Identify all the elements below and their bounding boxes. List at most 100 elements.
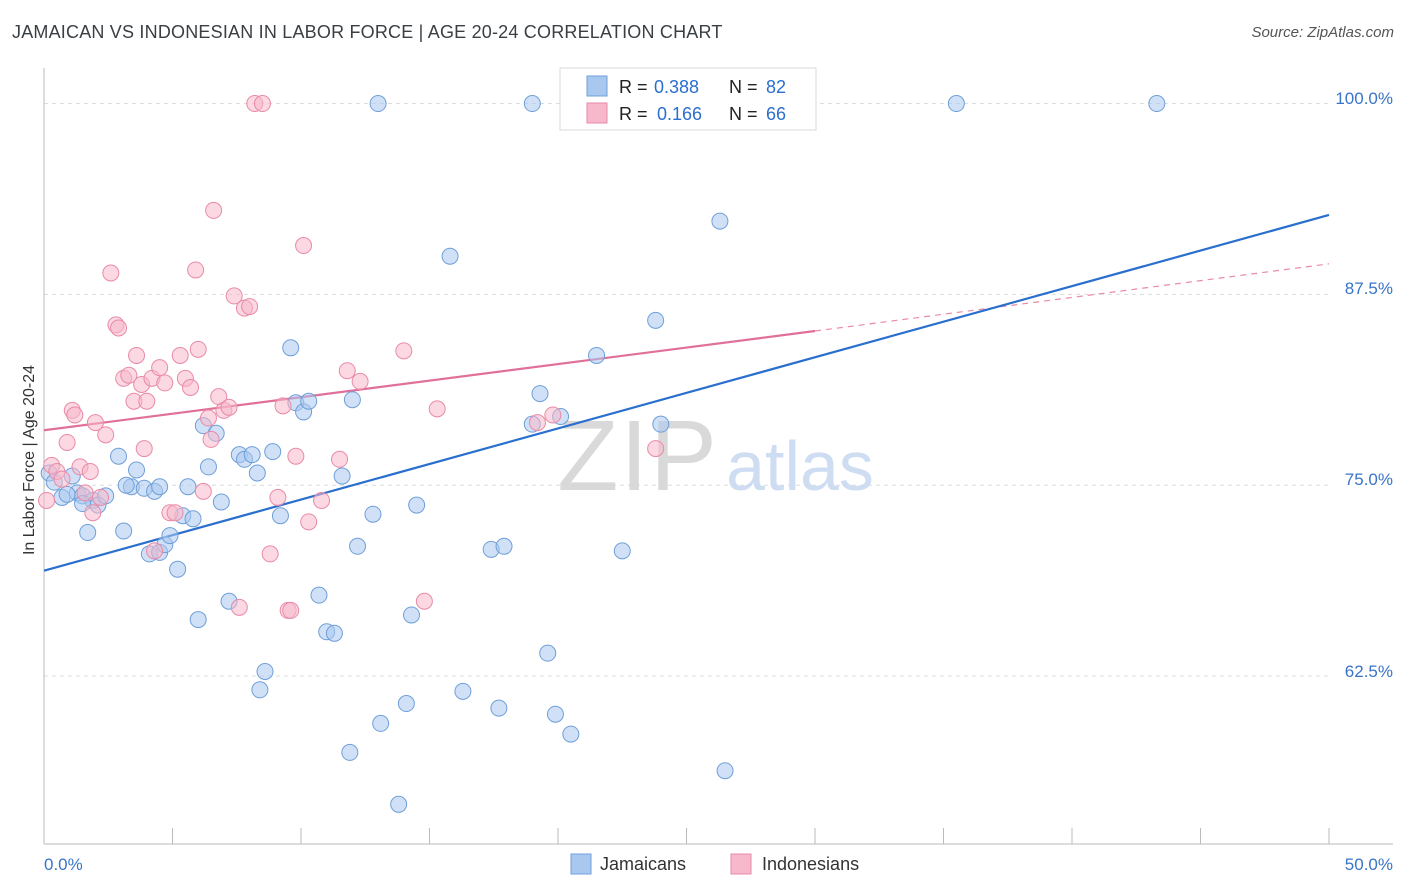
x-tick-label-max: 50.0% <box>1345 855 1393 874</box>
jamaican-point <box>716 762 734 780</box>
jamaican-point <box>256 662 274 680</box>
bottom-legend-jamaicans: Jamaicans <box>600 854 686 874</box>
legend-swatch-indonesians <box>586 102 608 124</box>
indonesian-point <box>194 482 212 500</box>
jamaican-point <box>282 339 300 357</box>
jamaican-point <box>310 586 328 604</box>
jamaican-point <box>333 467 351 485</box>
indonesian-point <box>128 346 146 364</box>
x-tick-label-min: 0.0% <box>44 855 83 874</box>
jamaican-point <box>454 682 472 700</box>
indonesian-point <box>300 513 318 531</box>
indonesian-point <box>230 598 248 616</box>
jamaican-point <box>369 95 387 113</box>
jamaican-point <box>562 725 580 743</box>
indonesians-points <box>38 95 665 619</box>
jamaican-point <box>271 507 289 525</box>
jamaican-point <box>364 505 382 523</box>
jamaican-point <box>490 699 508 717</box>
jamaican-point <box>179 478 197 496</box>
series-legend: Jamaicans Indonesians <box>570 853 859 875</box>
jamaican-point <box>343 391 361 409</box>
indonesians-trend-extension <box>814 263 1330 332</box>
indonesian-point <box>261 545 279 563</box>
indonesian-point <box>395 342 413 360</box>
jamaican-point <box>264 443 282 461</box>
indonesian-point <box>138 392 156 410</box>
jamaicans-points <box>40 95 1166 813</box>
gridlines <box>44 103 1329 677</box>
indonesian-point <box>338 362 356 380</box>
source-credit: Source: ZipAtlas.com <box>1251 24 1394 41</box>
jamaican-point <box>947 95 965 113</box>
legend-r-value-1: 0.388 <box>654 77 699 97</box>
trend-lines <box>43 213 1330 572</box>
jamaican-point <box>495 537 513 555</box>
jamaican-point <box>539 644 557 662</box>
legend-r-label-1: R = <box>619 77 648 97</box>
jamaican-point <box>128 461 146 479</box>
indonesian-point <box>181 379 199 397</box>
indonesian-point <box>146 542 164 560</box>
jamaican-point <box>613 542 631 560</box>
indonesian-point <box>66 406 84 424</box>
indonesian-point <box>253 95 271 113</box>
jamaican-point <box>390 795 408 813</box>
indonesian-point <box>156 374 174 392</box>
indonesian-point <box>295 237 313 255</box>
jamaican-point <box>212 493 230 511</box>
jamaicans-trend-line <box>43 213 1330 572</box>
jamaican-point <box>243 446 261 464</box>
jamaican-point <box>169 560 187 578</box>
indonesian-point <box>38 491 56 509</box>
stats-legend: R = 0.388 N = 82 R = 0.166 N = 66 <box>559 67 817 131</box>
indonesian-point <box>189 340 207 358</box>
indonesian-point <box>171 346 189 364</box>
indonesian-point <box>97 426 115 444</box>
indonesian-point <box>84 504 102 522</box>
chart-title: JAMAICAN VS INDONESIAN IN LABOR FORCE | … <box>12 22 723 42</box>
indonesian-point <box>415 592 433 610</box>
jamaican-point <box>341 743 359 761</box>
jamaican-point <box>652 415 670 433</box>
jamaican-point <box>408 496 426 514</box>
y-tick-label-87-5: 87.5% <box>1345 279 1393 298</box>
jamaican-point <box>115 522 133 540</box>
indonesian-point <box>120 366 138 384</box>
y-tick-label-100: 100.0% <box>1335 89 1393 108</box>
indonesian-point <box>225 287 243 305</box>
jamaican-point <box>647 311 665 329</box>
jamaican-point <box>441 247 459 265</box>
y-tick-label-75: 75.0% <box>1345 470 1393 489</box>
jamaican-point <box>531 385 549 403</box>
indonesian-point <box>58 433 76 451</box>
indonesian-point <box>428 400 446 418</box>
indonesian-point <box>187 261 205 279</box>
indonesian-point <box>92 488 110 506</box>
jamaican-point <box>546 705 564 723</box>
legend-r-value-2: 0.166 <box>657 104 702 124</box>
jamaican-point <box>588 346 606 364</box>
bottom-swatch-jamaicans <box>570 853 592 875</box>
watermark: ZIP atlas <box>557 400 874 512</box>
jamaican-point <box>117 476 135 494</box>
legend-r-label-2: R = <box>619 104 648 124</box>
indonesian-point <box>76 484 94 502</box>
indonesian-point <box>544 406 562 424</box>
indonesian-point <box>287 447 305 465</box>
jamaican-point <box>248 464 266 482</box>
y-tick-label-62-5: 62.5% <box>1345 662 1393 681</box>
jamaican-point <box>184 510 202 528</box>
jamaican-point <box>711 212 729 230</box>
indonesian-point <box>205 201 223 219</box>
indonesian-point <box>647 440 665 458</box>
indonesian-point <box>102 264 120 282</box>
jamaican-point <box>110 447 128 465</box>
watermark-atlas: atlas <box>726 427 874 505</box>
indonesian-point <box>313 491 331 509</box>
legend-n-label-2: N = <box>729 104 758 124</box>
axes <box>43 68 1393 845</box>
jamaican-point <box>403 606 421 624</box>
jamaican-point <box>349 537 367 555</box>
